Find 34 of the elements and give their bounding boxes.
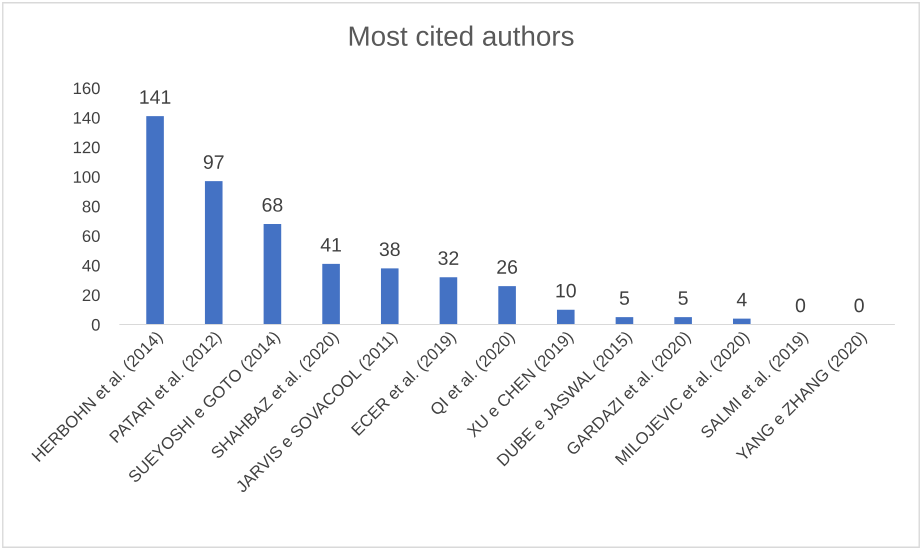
bar — [616, 317, 634, 324]
bar — [440, 277, 458, 324]
data-label: 5 — [678, 291, 688, 305]
data-label: 5 — [620, 291, 630, 305]
data-label: 141 — [140, 90, 170, 104]
data-label: 4 — [736, 292, 747, 306]
bar — [380, 268, 399, 324]
bar — [732, 318, 751, 324]
bar — [498, 286, 516, 324]
bar — [556, 310, 575, 324]
data-label: 10 — [556, 284, 576, 298]
y-tick-label: 60 — [82, 230, 100, 242]
bar — [264, 224, 282, 324]
data-label: 38 — [380, 242, 400, 256]
bar — [674, 317, 692, 324]
y-tick-label: 80 — [82, 200, 100, 212]
bar — [204, 181, 223, 324]
data-label: 97 — [204, 155, 224, 169]
y-tick-label: 0 — [92, 318, 100, 331]
bar — [146, 116, 164, 324]
y-tick-label: 20 — [82, 289, 100, 302]
data-label: 32 — [438, 251, 458, 266]
data-label: 26 — [497, 260, 518, 274]
data-label: 0 — [854, 298, 864, 312]
y-tick-label: 160 — [74, 82, 100, 94]
chart-title: Most cited authors — [350, 26, 574, 46]
bar — [322, 264, 340, 324]
y-tick-label: 40 — [82, 260, 100, 272]
y-tick-label: 120 — [74, 142, 100, 154]
data-label: 0 — [796, 298, 806, 312]
data-label: 41 — [320, 238, 341, 252]
data-label: 68 — [262, 198, 282, 212]
y-tick-label: 100 — [74, 171, 100, 183]
y-tick-label: 140 — [74, 112, 100, 124]
